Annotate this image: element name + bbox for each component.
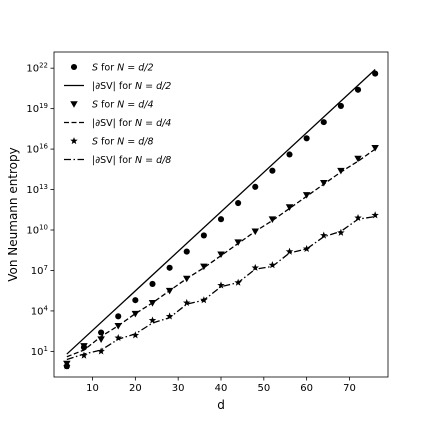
legend-swatch <box>70 137 78 145</box>
series-6 <box>66 215 376 361</box>
data-point <box>251 263 259 271</box>
data-point <box>235 199 242 207</box>
data-point <box>131 331 140 339</box>
data-point <box>285 204 294 211</box>
y-tick-label: 1010 <box>26 224 48 237</box>
x-tick-label: 50 <box>257 383 270 394</box>
data-point <box>114 333 122 342</box>
x-tick-label: 60 <box>300 383 313 394</box>
data-point <box>234 239 242 246</box>
x-tick-label: 40 <box>215 383 228 394</box>
data-point <box>337 228 345 236</box>
data-point <box>217 281 225 289</box>
legend-item: |∂SV| for N = d/4 <box>64 118 171 129</box>
data-point <box>354 213 362 222</box>
data-point <box>200 263 208 271</box>
data-point <box>286 151 293 158</box>
data-point <box>302 192 311 199</box>
plot-area <box>63 69 379 370</box>
data-point <box>217 216 225 223</box>
series-2-line <box>66 69 376 355</box>
data-point <box>269 167 276 174</box>
data-point <box>303 135 310 142</box>
y-tick-label: 101 <box>31 345 48 358</box>
data-point <box>285 247 294 255</box>
data-point <box>337 102 344 110</box>
series-4-line <box>66 148 376 358</box>
x-tick-label: 70 <box>343 383 356 394</box>
data-point <box>320 119 327 126</box>
legend-label: S for N = d/2 <box>92 63 154 74</box>
x-tick-label: 20 <box>129 383 142 394</box>
data-point <box>372 70 379 77</box>
legend: S for N = d/2 |∂SV| for N = d/2 S for N = … <box>64 63 171 166</box>
series-4 <box>66 148 376 358</box>
data-point <box>183 298 191 306</box>
data-point <box>97 336 105 343</box>
legend-label: |∂SV| for N = d/8 <box>92 155 171 166</box>
data-point <box>354 86 362 93</box>
data-point <box>165 312 174 320</box>
series-1 <box>63 70 379 370</box>
data-point <box>268 216 277 223</box>
data-point <box>268 261 277 269</box>
data-point <box>115 313 122 320</box>
data-point <box>320 231 328 239</box>
y-tick-label: 1013 <box>26 183 48 196</box>
series-2 <box>66 69 376 355</box>
series-6-line <box>66 215 376 361</box>
y-tick-label: 1016 <box>26 143 48 156</box>
data-point <box>320 180 328 187</box>
y-tick-label: 104 <box>31 304 49 317</box>
data-point <box>149 280 156 288</box>
data-point <box>337 167 345 175</box>
x-tick-label: 30 <box>172 383 185 394</box>
y-tick-label: 1019 <box>26 102 48 115</box>
data-point <box>354 155 362 163</box>
data-point <box>183 248 190 255</box>
legend-swatch <box>70 63 78 71</box>
x-axis-label: d <box>217 398 225 412</box>
x-tick-label: 10 <box>86 383 99 394</box>
data-point <box>371 211 379 219</box>
data-point <box>148 316 157 324</box>
legend-item: S for N = d/4 <box>70 100 154 111</box>
legend-item: S for N = d/2 <box>70 63 154 74</box>
legend-swatch <box>70 101 78 108</box>
legend-item: S for N = d/8 <box>70 137 154 148</box>
y-tick-label: 107 <box>31 264 48 277</box>
data-point <box>371 144 379 152</box>
data-point <box>217 251 225 259</box>
data-point <box>132 297 139 304</box>
legend-label: |∂SV| for N = d/2 <box>92 81 171 92</box>
legend-label: S for N = d/8 <box>92 137 154 148</box>
data-point <box>302 244 311 253</box>
y-axis-label: Von Neumann entropy <box>6 147 20 282</box>
data-point <box>252 183 259 190</box>
legend-item: |∂SV| for N = d/2 <box>64 81 171 92</box>
data-point <box>98 329 105 336</box>
legend-label: S for N = d/4 <box>92 100 154 111</box>
y-tick-label: 1022 <box>26 62 48 75</box>
y-axis: 101 104 107 1010 1013 1016 1019 1022 <box>26 62 54 358</box>
data-point <box>80 351 88 359</box>
series-5 <box>63 211 379 370</box>
legend-label: |∂SV| for N = d/4 <box>92 118 171 129</box>
data-point <box>80 343 88 350</box>
data-point <box>200 232 207 239</box>
x-axis: 10 20 30 40 50 60 70 <box>86 377 356 394</box>
data-point <box>63 362 71 370</box>
data-point <box>166 264 173 271</box>
data-point <box>97 347 105 355</box>
legend-item: |∂SV| for N = d/8 <box>64 155 171 166</box>
